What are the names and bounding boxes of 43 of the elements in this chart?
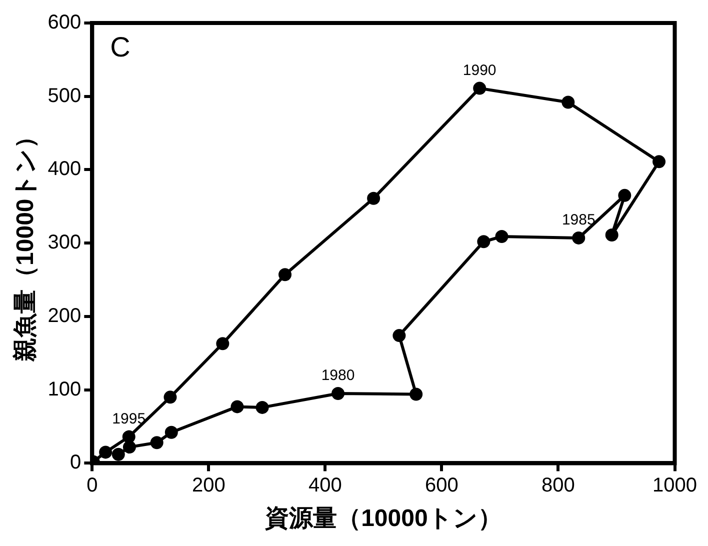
- y-tick-label: 500: [48, 84, 82, 107]
- point: [562, 96, 575, 109]
- point: [164, 426, 178, 439]
- point: [473, 82, 486, 95]
- point: [477, 235, 490, 248]
- annotation: 1990: [462, 62, 496, 79]
- annotation: 1980: [321, 367, 355, 384]
- point: [605, 228, 618, 242]
- point: [164, 390, 177, 404]
- point: [332, 387, 345, 400]
- annotation: 1995: [112, 410, 146, 428]
- x-tick-label: 1000: [652, 474, 698, 497]
- point: [99, 446, 112, 459]
- x-tick-label: 0: [86, 474, 98, 497]
- y-tick-label: 300: [48, 232, 82, 254]
- y-tick-label: 0: [70, 452, 82, 474]
- annotation: 1985: [562, 212, 596, 229]
- point: [112, 448, 125, 461]
- point: [495, 230, 508, 243]
- x-tick-label: 200: [192, 474, 226, 497]
- y-tick-label: 400: [48, 158, 82, 180]
- x-axis-title: 資源量（10000トン）: [264, 505, 502, 532]
- point: [392, 329, 406, 342]
- point: [122, 440, 136, 454]
- x-tick-label: 400: [308, 474, 342, 497]
- point: [572, 231, 586, 244]
- x-tick-label: 600: [425, 474, 458, 497]
- y-tick-label: 100: [48, 378, 82, 400]
- annotation: C: [110, 32, 130, 63]
- y-tick-label: 600: [48, 12, 82, 34]
- point: [652, 155, 666, 168]
- point: [367, 192, 380, 205]
- point: [410, 388, 423, 401]
- point: [122, 430, 136, 444]
- y-tick-label: 200: [48, 304, 82, 327]
- x-tick-label: 800: [542, 474, 575, 497]
- point: [618, 188, 632, 202]
- point: [150, 436, 164, 450]
- y-axis-title: 親魚量（10000トン）: [12, 124, 40, 362]
- point: [278, 268, 292, 282]
- point: [230, 400, 244, 414]
- point: [256, 400, 269, 414]
- point: [216, 337, 230, 350]
